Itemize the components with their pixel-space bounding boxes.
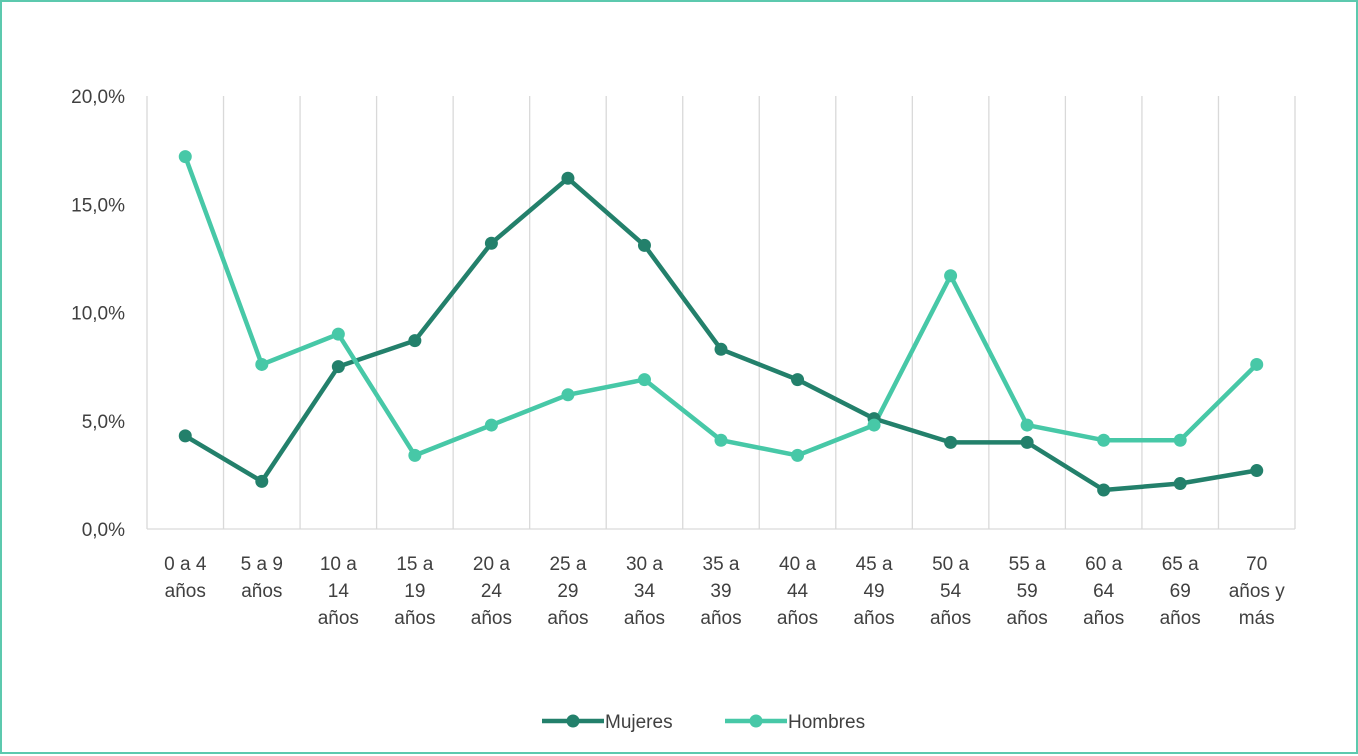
data-point-hombres: [178, 150, 192, 164]
x-tick-label: 65 a 69 años: [1160, 554, 1201, 629]
x-tick-label: 50 a 54 años: [930, 554, 971, 629]
legend-label-mujeres: Mujeres: [605, 712, 673, 733]
x-tick-label-line: años: [1083, 608, 1124, 629]
x-tick-label-line: años: [624, 608, 665, 629]
data-point-hombres: [561, 388, 575, 402]
x-tick-label-line: 19: [404, 581, 425, 602]
x-tick-label-line: 14: [328, 581, 350, 602]
x-tick-label-line: años: [241, 581, 282, 602]
data-point-mujeres: [561, 171, 575, 185]
x-tick-label-line: 20 a: [473, 554, 510, 575]
x-tick-label-line: años: [165, 581, 206, 602]
data-point-hombres: [1173, 433, 1187, 447]
legend-label-hombres: Hombres: [788, 712, 865, 733]
data-point-hombres: [791, 448, 805, 462]
x-tick-label-line: años y: [1229, 581, 1285, 602]
data-point-hombres: [1097, 433, 1111, 447]
legend-marker-mujeres: [566, 714, 580, 728]
data-point-hombres: [1250, 357, 1264, 371]
x-tick-label-line: 5 a 9: [241, 554, 283, 575]
data-point-mujeres: [255, 474, 269, 488]
x-tick-label: 70 años y más: [1229, 554, 1285, 629]
x-tick-label: 30 a 34 años: [624, 554, 665, 629]
x-tick-label-line: 40 a: [779, 554, 816, 575]
data-point-hombres: [867, 418, 881, 432]
y-tick-label: 0,0%: [82, 520, 125, 541]
x-tick-label: 20 a 24 años: [471, 554, 512, 629]
data-point-mujeres: [714, 342, 728, 356]
x-tick-label-line: años: [1007, 608, 1048, 629]
x-tick-label-line: 44: [787, 581, 809, 602]
data-point-mujeres: [944, 435, 958, 449]
x-tick-label: 0 a 4 años: [164, 554, 207, 602]
x-tick-label-line: 54: [940, 581, 962, 602]
data-point-mujeres: [1173, 477, 1187, 491]
data-point-hombres: [408, 448, 422, 462]
x-tick-label-line: 34: [634, 581, 656, 602]
x-tick-label-line: 50 a: [932, 554, 969, 575]
data-point-mujeres: [637, 238, 651, 252]
x-tick-label: 40 a 44 años: [777, 554, 818, 629]
x-tick-label-line: años: [547, 608, 588, 629]
x-tick-label-line: 70: [1246, 554, 1267, 575]
x-tick-label: 25 a 29 años: [547, 554, 588, 629]
x-tick-label-line: años: [318, 608, 359, 629]
x-tick-label-line: 25 a: [549, 554, 586, 575]
x-tick-label: 15 a 19 años: [394, 554, 435, 629]
y-tick-label: 20,0%: [71, 87, 125, 108]
x-tick-label: 35 a 39 años: [700, 554, 741, 629]
data-point-mujeres: [791, 373, 805, 387]
data-point-hombres: [714, 433, 728, 447]
x-tick-label-line: años: [930, 608, 971, 629]
legend-marker-hombres: [749, 714, 763, 728]
x-tick-label-line: 69: [1170, 581, 1191, 602]
data-point-mujeres: [408, 334, 422, 348]
data-point-hombres: [331, 327, 345, 341]
x-tick-label-line: 65 a: [1162, 554, 1199, 575]
x-tick-label-line: 60 a: [1085, 554, 1122, 575]
x-tick-label-line: 29: [557, 581, 578, 602]
y-tick-label: 10,0%: [71, 304, 125, 325]
y-tick-label: 15,0%: [71, 195, 125, 216]
x-tick-label-line: años: [777, 608, 818, 629]
x-tick-label-line: años: [1160, 608, 1201, 629]
data-point-mujeres: [1250, 464, 1264, 478]
data-point-mujeres: [331, 360, 345, 374]
data-point-mujeres: [1020, 435, 1034, 449]
data-point-hombres: [944, 269, 958, 283]
data-point-hombres: [1020, 418, 1034, 432]
x-tick-label-line: 45 a: [856, 554, 893, 575]
x-tick-label-line: 24: [481, 581, 503, 602]
x-tick-label-line: años: [471, 608, 512, 629]
x-tick-label-line: 10 a: [320, 554, 357, 575]
x-tick-label: 45 a 49 años: [853, 554, 894, 629]
data-point-hombres: [484, 418, 498, 432]
x-tick-label-line: 59: [1017, 581, 1038, 602]
data-point-hombres: [637, 373, 651, 387]
x-tick-label-line: 64: [1093, 581, 1115, 602]
x-tick-label-line: 0 a 4: [164, 554, 207, 575]
x-tick-label-line: 30 a: [626, 554, 663, 575]
data-point-mujeres: [484, 236, 498, 250]
y-tick-label: 5,0%: [82, 412, 125, 433]
data-point-mujeres: [178, 429, 192, 443]
x-tick-label-line: años: [853, 608, 894, 629]
x-tick-label: 5 a 9 años: [241, 554, 283, 602]
x-tick-label-line: años: [700, 608, 741, 629]
x-tick-label: 10 a 14 años: [318, 554, 359, 629]
data-point-mujeres: [1097, 483, 1111, 497]
x-tick-label: 60 a 64 años: [1083, 554, 1124, 629]
x-tick-label-line: 35 a: [703, 554, 740, 575]
x-tick-label-line: más: [1239, 608, 1275, 629]
x-tick-label: 55 a 59 años: [1007, 554, 1048, 629]
x-tick-label-line: años: [394, 608, 435, 629]
x-tick-label-line: 55 a: [1009, 554, 1046, 575]
x-tick-label-line: 49: [863, 581, 884, 602]
x-tick-label-line: 15 a: [396, 554, 433, 575]
series-line-hombres: [183, 154, 1259, 458]
data-point-hombres: [255, 357, 269, 371]
x-tick-label-line: 39: [710, 581, 731, 602]
